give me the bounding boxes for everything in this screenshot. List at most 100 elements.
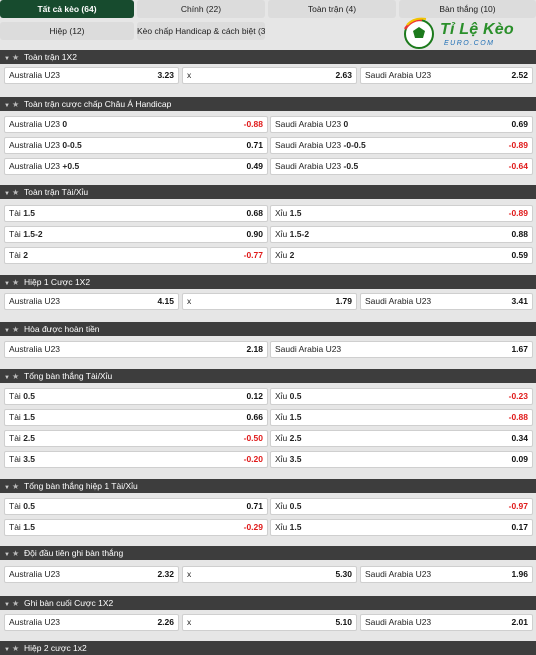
section-header[interactable]: ▼ ★ Tổng bàn thắng hiệp 1 Tài/Xỉu <box>0 479 536 493</box>
section-title: Tổng bàn thắng Tài/Xỉu <box>24 371 113 381</box>
odds-cell[interactable]: Australia U23 2.26 <box>4 614 179 631</box>
selection-line: 0 <box>343 119 349 129</box>
odds-cell[interactable]: Tài 1.5 0.66 <box>4 409 268 426</box>
tab-main[interactable]: Chính (22) <box>137 0 265 18</box>
odds-value: 0.90 <box>246 229 263 239</box>
odds-cell[interactable]: Tài 1.5 -0.29 <box>4 519 268 536</box>
star-icon[interactable]: ★ <box>12 482 20 491</box>
odds-cell[interactable]: Saudi Arabia U23 1.67 <box>270 341 533 358</box>
odds-cell[interactable]: Xỉu 1.5 -0.89 <box>270 205 533 222</box>
odds-cell[interactable]: Saudi Arabia U23 3.41 <box>360 293 533 310</box>
section-header[interactable]: ▼ ★ Hòa được hoàn tiền <box>0 322 536 336</box>
selection-label: Xỉu 2 <box>275 250 295 260</box>
selection-label: Xỉu 0.5 <box>275 391 302 401</box>
selection-label: x <box>187 296 192 306</box>
tab-goals[interactable]: Bàn thắng (10) <box>399 0 536 18</box>
odds-cell[interactable]: x 5.10 <box>182 614 357 631</box>
odds-value: 5.30 <box>335 569 352 579</box>
chevron-down-icon[interactable]: ▼ <box>4 552 10 558</box>
star-icon[interactable]: ★ <box>12 100 20 109</box>
selection-line: 0.5 <box>23 501 36 511</box>
tab-all-bets[interactable]: Tất cả kèo (64) <box>0 0 134 18</box>
odds-value: -0.89 <box>508 140 528 150</box>
tab-half[interactable]: Hiệp (12) <box>0 22 134 40</box>
chevron-down-icon[interactable]: ▼ <box>4 281 10 287</box>
section-header[interactable]: ▼ ★ Đội đầu tiên ghi bàn thắng <box>0 546 536 560</box>
section-header[interactable]: ▼ ★ Toàn trận cược chấp Châu Á Handicap <box>0 97 536 111</box>
odds-cell[interactable]: x 2.63 <box>182 67 357 84</box>
odds-cell[interactable]: Xỉu 2 0.59 <box>270 247 533 264</box>
star-icon[interactable]: ★ <box>12 372 20 381</box>
logo-text: Tỉ Lệ Kèo <box>440 21 514 38</box>
section-header[interactable]: ▼ ★ Hiệp 1 Cược 1X2 <box>0 275 536 289</box>
section-header[interactable]: ▼ ★ Tổng bàn thắng Tài/Xỉu <box>0 369 536 383</box>
selection-line: 2.5 <box>23 433 36 443</box>
star-icon[interactable]: ★ <box>12 278 20 287</box>
selection-label: Xỉu 3.5 <box>275 454 302 464</box>
section-title: Toàn trận 1X2 <box>24 52 77 62</box>
selection-label: Australia U23 0-0.5 <box>9 140 82 150</box>
odds-cell[interactable]: Saudi Arabia U23 -0-0.5 -0.89 <box>270 137 533 154</box>
chevron-down-icon[interactable]: ▼ <box>4 103 10 109</box>
odds-cell[interactable]: Australia U23 2.32 <box>4 566 179 583</box>
selection-label: Tài 2 <box>9 250 28 260</box>
selection-label: Tài 3.5 <box>9 454 36 464</box>
section-header[interactable]: ▼ ★ Hiệp 2 cược 1x2 <box>0 641 536 655</box>
site-logo[interactable]: Tỉ Lệ Kèo EURO.COM <box>402 17 522 51</box>
section-title: Ghi bàn cuối Cược 1X2 <box>24 598 114 608</box>
odds-cell[interactable]: Xỉu 0.5 -0.97 <box>270 498 533 515</box>
odds-cell[interactable]: Saudi Arabia U23 -0.5 -0.64 <box>270 158 533 175</box>
selection-line: 2 <box>289 250 295 260</box>
section-header[interactable]: ▼ ★ Toàn trận Tài/Xỉu <box>0 185 536 199</box>
odds-cell[interactable]: Tài 1.5 0.68 <box>4 205 268 222</box>
odds-cell[interactable]: Australia U23 0 -0.88 <box>4 116 268 133</box>
odds-cell[interactable]: Xỉu 0.5 -0.23 <box>270 388 533 405</box>
star-icon[interactable]: ★ <box>12 644 20 653</box>
odds-cell[interactable]: Tài 1.5-2 0.90 <box>4 226 268 243</box>
star-icon[interactable]: ★ <box>12 188 20 197</box>
odds-value: 2.32 <box>157 569 174 579</box>
section-header[interactable]: ▼ ★ Toàn trận 1X2 <box>0 50 536 64</box>
odds-cell[interactable]: Xỉu 3.5 0.09 <box>270 451 533 468</box>
odds-value: -0.20 <box>243 454 263 464</box>
odds-cell[interactable]: Xỉu 2.5 0.34 <box>270 430 533 447</box>
chevron-down-icon[interactable]: ▼ <box>4 602 10 608</box>
chevron-down-icon[interactable]: ▼ <box>4 328 10 334</box>
chevron-down-icon[interactable]: ▼ <box>4 647 10 653</box>
selection-label: Tài 0.5 <box>9 501 36 511</box>
odds-cell[interactable]: Saudi Arabia U23 1.96 <box>360 566 533 583</box>
star-icon[interactable]: ★ <box>12 325 20 334</box>
tab-full-match[interactable]: Toàn trận (4) <box>268 0 396 18</box>
star-icon[interactable]: ★ <box>12 53 20 62</box>
odds-cell[interactable]: Tài 2.5 -0.50 <box>4 430 268 447</box>
odds-cell[interactable]: Saudi Arabia U23 0 0.69 <box>270 116 533 133</box>
odds-value: 0.88 <box>511 229 528 239</box>
star-icon[interactable]: ★ <box>12 599 20 608</box>
odds-cell[interactable]: Tài 0.5 0.12 <box>4 388 268 405</box>
odds-cell[interactable]: Australia U23 4.15 <box>4 293 179 310</box>
odds-cell[interactable]: Saudi Arabia U23 2.01 <box>360 614 533 631</box>
odds-cell[interactable]: Australia U23 +0.5 0.49 <box>4 158 268 175</box>
odds-cell[interactable]: Australia U23 3.23 <box>4 67 179 84</box>
selection-label: x <box>187 70 192 80</box>
odds-cell[interactable]: Tài 0.5 0.71 <box>4 498 268 515</box>
odds-value: -0.89 <box>508 208 528 218</box>
odds-cell[interactable]: Tài 3.5 -0.20 <box>4 451 268 468</box>
chevron-down-icon[interactable]: ▼ <box>4 375 10 381</box>
section-header[interactable]: ▼ ★ Ghi bàn cuối Cược 1X2 <box>0 596 536 610</box>
chevron-down-icon[interactable]: ▼ <box>4 485 10 491</box>
odds-cell[interactable]: Australia U23 2.18 <box>4 341 268 358</box>
odds-cell[interactable]: Saudi Arabia U23 2.52 <box>360 67 533 84</box>
odds-cell[interactable]: Tài 2 -0.77 <box>4 247 268 264</box>
chevron-down-icon[interactable]: ▼ <box>4 191 10 197</box>
odds-cell[interactable]: Australia U23 0-0.5 0.71 <box>4 137 268 154</box>
odds-cell[interactable]: Xỉu 1.5 -0.88 <box>270 409 533 426</box>
odds-cell[interactable]: Xỉu 1.5 0.17 <box>270 519 533 536</box>
tab-handicap[interactable]: Kèo chấp Handicap & cách biệt (3) <box>137 22 265 40</box>
odds-cell[interactable]: Xỉu 1.5-2 0.88 <box>270 226 533 243</box>
chevron-down-icon[interactable]: ▼ <box>4 56 10 62</box>
odds-cell[interactable]: x 5.30 <box>182 566 357 583</box>
selection-label: Tài 1.5-2 <box>9 229 43 239</box>
star-icon[interactable]: ★ <box>12 549 20 558</box>
odds-cell[interactable]: x 1.79 <box>182 293 357 310</box>
